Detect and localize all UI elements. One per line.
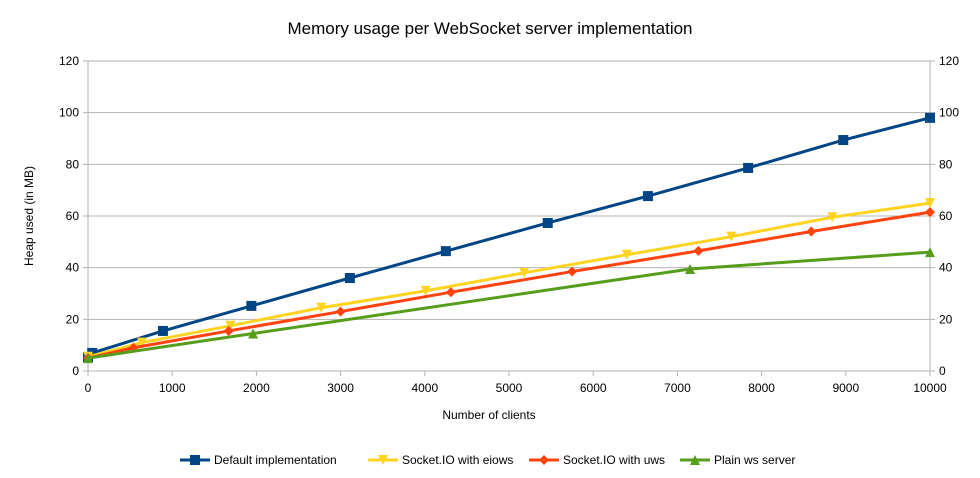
legend-label: Socket.IO with eiows (402, 453, 513, 467)
legend-marker (690, 455, 700, 465)
y-tick-label: 120 (59, 54, 79, 68)
data-point (157, 325, 168, 336)
data-point (925, 198, 935, 209)
y-axis-label: Heap used (in MB) (22, 166, 36, 266)
x-tick-label: 9000 (832, 381, 859, 395)
data-point (925, 207, 935, 218)
data-point (642, 191, 653, 202)
data-point (344, 273, 355, 283)
y2-tick-label: 100 (939, 106, 959, 120)
legend-label: Default implementation (214, 453, 337, 467)
x-tick-label: 3000 (327, 381, 354, 395)
data-point (246, 300, 257, 311)
data-point (726, 231, 737, 242)
data-point (806, 226, 817, 237)
legend-marker (539, 455, 549, 465)
data-point (225, 320, 236, 331)
data-point (693, 245, 704, 256)
series-line (87, 250, 931, 360)
x-tick-label: 2000 (243, 381, 270, 395)
data-point (519, 267, 530, 278)
x-tick-label: 1000 (159, 381, 186, 395)
y2-tick-label: 80 (939, 157, 953, 171)
data-point (542, 217, 553, 228)
data-point (223, 325, 234, 336)
y-tick-label: 80 (66, 157, 80, 171)
data-point (248, 328, 259, 339)
x-tick-label: 7000 (664, 381, 691, 395)
data-point (925, 112, 935, 123)
legend-marker (190, 455, 200, 465)
data-point (838, 135, 849, 146)
data-point (685, 263, 696, 274)
y2-tick-label: 0 (939, 364, 946, 378)
y2-tick-label: 40 (939, 261, 953, 275)
x-tick-label: 6000 (580, 381, 607, 395)
y-tick-label: 0 (72, 364, 79, 378)
y2-tick-label: 120 (939, 54, 959, 68)
y-tick-label: 40 (66, 261, 80, 275)
data-point (743, 162, 754, 173)
y2-tick-label: 20 (939, 312, 953, 326)
x-tick-label: 5000 (496, 381, 523, 395)
legend-label: Plain ws server (714, 453, 795, 467)
series-line (87, 201, 931, 359)
legend-label: Socket.IO with uws (563, 453, 665, 467)
data-point (136, 337, 147, 348)
x-axis-label: Number of clients (442, 408, 535, 422)
x-tick-label: 10000 (913, 381, 947, 395)
y-tick-label: 60 (66, 209, 80, 223)
data-point (925, 247, 935, 258)
x-tick-label: 4000 (411, 381, 438, 395)
x-tick-label: 8000 (748, 381, 775, 395)
data-point (621, 249, 632, 260)
chart-title: Memory usage per WebSocket server implem… (287, 19, 692, 38)
legend-marker (378, 455, 388, 465)
data-point (335, 306, 346, 317)
x-tick-label: 0 (85, 381, 92, 395)
data-point (83, 353, 93, 364)
data-point (420, 285, 431, 296)
data-point (316, 302, 327, 313)
data-point (445, 287, 456, 298)
data-point (827, 212, 838, 223)
data-point (567, 266, 578, 277)
y2-tick-label: 60 (939, 209, 953, 223)
series-line (86, 116, 931, 359)
y-tick-label: 20 (66, 312, 80, 326)
y-tick-label: 100 (59, 106, 79, 120)
data-point (440, 246, 451, 257)
